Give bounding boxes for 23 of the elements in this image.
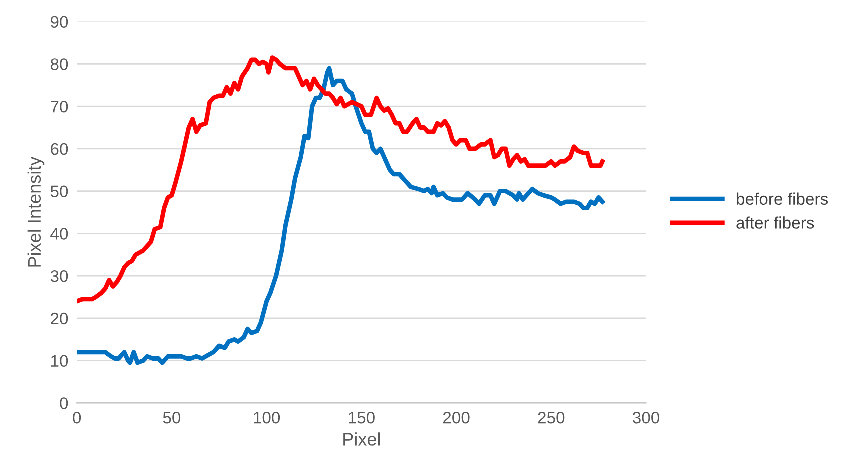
y-tick-label: 70 [51, 100, 68, 113]
y-tick-label: 90 [50, 16, 68, 28]
x-tick-label: 50 [163, 412, 181, 424]
y-tick-label: 10 [51, 355, 68, 368]
y-tick-label: 50 [50, 186, 68, 198]
y-tick-label: 60 [51, 143, 68, 156]
x-tick-label: 150 [349, 412, 375, 424]
x-tick-label: 0 [73, 412, 82, 424]
y-tick-label: 0 [60, 398, 68, 410]
x-tick-label: 250 [538, 412, 565, 424]
y-axis-title: Pixel Intensity [28, 156, 45, 267]
line-series [77, 66, 605, 366]
x-axis-title: Pixel [344, 432, 380, 446]
x-tick-label: 100 [254, 412, 280, 424]
legend-label: after fibers [736, 216, 814, 229]
y-tick-label: 20 [51, 312, 68, 325]
y-tick-label: 40 [50, 228, 68, 240]
legend-label: before fibers [737, 192, 828, 206]
line-series [77, 56, 605, 304]
x-tick-label: 200 [443, 412, 470, 424]
x-tick-label: 300 [632, 412, 660, 424]
y-tick-label: 30 [50, 270, 68, 282]
y-tick-label: 80 [50, 58, 68, 70]
